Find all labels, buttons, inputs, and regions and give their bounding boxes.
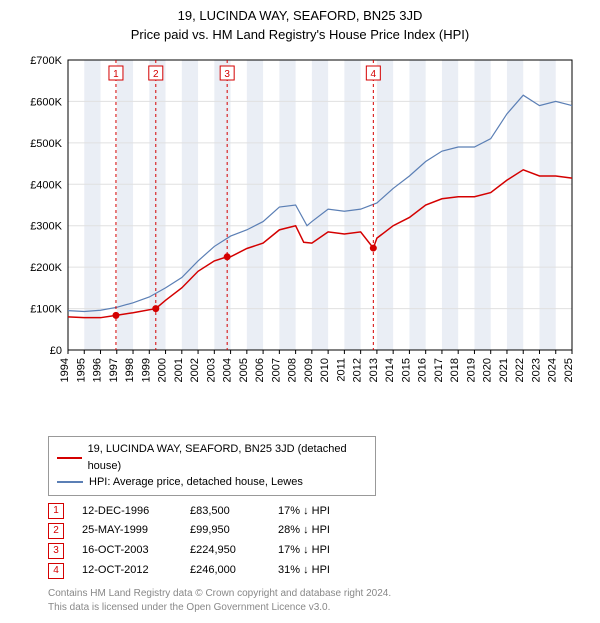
svg-text:1995: 1995 (75, 358, 87, 382)
svg-text:2007: 2007 (270, 358, 282, 382)
svg-text:2005: 2005 (238, 358, 250, 382)
sale-price: £224,950 (190, 541, 260, 561)
svg-text:4: 4 (371, 69, 377, 80)
svg-text:2011: 2011 (335, 358, 347, 382)
svg-text:2003: 2003 (205, 358, 217, 382)
svg-text:£0: £0 (50, 345, 62, 357)
svg-text:£100K: £100K (30, 304, 62, 316)
footnote-line: This data is licensed under the Open Gov… (48, 601, 582, 615)
legend-label: 19, LUCINDA WAY, SEAFORD, BN25 3JD (deta… (88, 441, 367, 474)
svg-text:2023: 2023 (530, 358, 542, 382)
svg-text:2: 2 (153, 69, 159, 80)
svg-text:1994: 1994 (59, 358, 71, 382)
svg-text:£400K: £400K (30, 179, 62, 191)
chart-container: £0 £100K £200K £300K £400K £500K £600K £700K 199… (20, 50, 580, 430)
svg-text:2008: 2008 (287, 358, 299, 382)
svg-text:2001: 2001 (173, 358, 185, 382)
legend-row: 19, LUCINDA WAY, SEAFORD, BN25 3JD (deta… (57, 441, 367, 474)
svg-text:1998: 1998 (124, 358, 136, 382)
sale-date: 12-OCT-2012 (82, 561, 172, 581)
page-subtitle: Price paid vs. HM Land Registry's House … (8, 27, 592, 42)
svg-text:1999: 1999 (140, 358, 152, 382)
sale-diff: 31% ↓ HPI (278, 561, 348, 581)
svg-text:2024: 2024 (547, 358, 559, 382)
legend: 19, LUCINDA WAY, SEAFORD, BN25 3JD (deta… (48, 436, 376, 496)
sale-diff: 28% ↓ HPI (278, 521, 348, 541)
legend-swatch (57, 457, 82, 459)
svg-text:2014: 2014 (384, 358, 396, 382)
svg-text:2013: 2013 (368, 358, 380, 382)
svg-text:3: 3 (224, 69, 230, 80)
svg-text:2025: 2025 (563, 358, 575, 382)
sale-row: 3 16-OCT-2003 £224,950 17% ↓ HPI (48, 541, 582, 561)
sale-row: 4 12-OCT-2012 £246,000 31% ↓ HPI (48, 561, 582, 581)
svg-text:1997: 1997 (108, 358, 120, 382)
sale-diff: 17% ↓ HPI (278, 541, 348, 561)
svg-text:2017: 2017 (433, 358, 445, 382)
svg-text:2006: 2006 (254, 358, 266, 382)
sale-price: £99,950 (190, 521, 260, 541)
svg-text:2009: 2009 (303, 358, 315, 382)
sale-diff: 17% ↓ HPI (278, 502, 348, 522)
sale-badge: 1 (48, 503, 64, 519)
svg-text:2019: 2019 (465, 358, 477, 382)
svg-text:2022: 2022 (514, 358, 526, 382)
sale-date: 16-OCT-2003 (82, 541, 172, 561)
svg-text:2004: 2004 (222, 358, 234, 382)
svg-text:£600K: £600K (30, 96, 62, 108)
svg-text:2020: 2020 (482, 358, 494, 382)
sale-row: 2 25-MAY-1999 £99,950 28% ↓ HPI (48, 521, 582, 541)
sales-table: 1 12-DEC-1996 £83,500 17% ↓ HPI 2 25-MAY-1999… (48, 502, 582, 581)
sale-date: 25-MAY-1999 (82, 521, 172, 541)
svg-text:1996: 1996 (92, 358, 104, 382)
svg-text:2002: 2002 (189, 358, 201, 382)
sale-date: 12-DEC-1996 (82, 502, 172, 522)
legend-row: HPI: Average price, detached house, Lewe… (57, 474, 367, 491)
svg-text:2012: 2012 (352, 358, 364, 382)
svg-text:£500K: £500K (30, 138, 62, 150)
sale-badge: 4 (48, 563, 64, 579)
footnote-line: Contains HM Land Registry data © Crown c… (48, 587, 582, 601)
page-title: 19, LUCINDA WAY, SEAFORD, BN25 3JD (8, 8, 592, 23)
sale-badge: 2 (48, 523, 64, 539)
sale-price: £246,000 (190, 561, 260, 581)
legend-label: HPI: Average price, detached house, Lewe… (89, 474, 303, 491)
sale-badge: 3 (48, 543, 64, 559)
svg-text:£300K: £300K (30, 221, 62, 233)
svg-text:2021: 2021 (498, 358, 510, 382)
svg-text:2018: 2018 (449, 358, 461, 382)
svg-text:2015: 2015 (400, 358, 412, 382)
svg-text:2010: 2010 (319, 358, 331, 382)
legend-swatch (57, 481, 83, 483)
sale-row: 1 12-DEC-1996 £83,500 17% ↓ HPI (48, 502, 582, 522)
svg-text:£700K: £700K (30, 55, 62, 67)
svg-text:£200K: £200K (30, 262, 62, 274)
svg-text:2000: 2000 (157, 358, 169, 382)
svg-text:2016: 2016 (417, 358, 429, 382)
price-chart: £0 £100K £200K £300K £400K £500K £600K £700K 199… (20, 50, 580, 430)
sale-price: £83,500 (190, 502, 260, 522)
footnote: Contains HM Land Registry data © Crown c… (48, 587, 582, 615)
svg-text:1: 1 (113, 69, 119, 80)
